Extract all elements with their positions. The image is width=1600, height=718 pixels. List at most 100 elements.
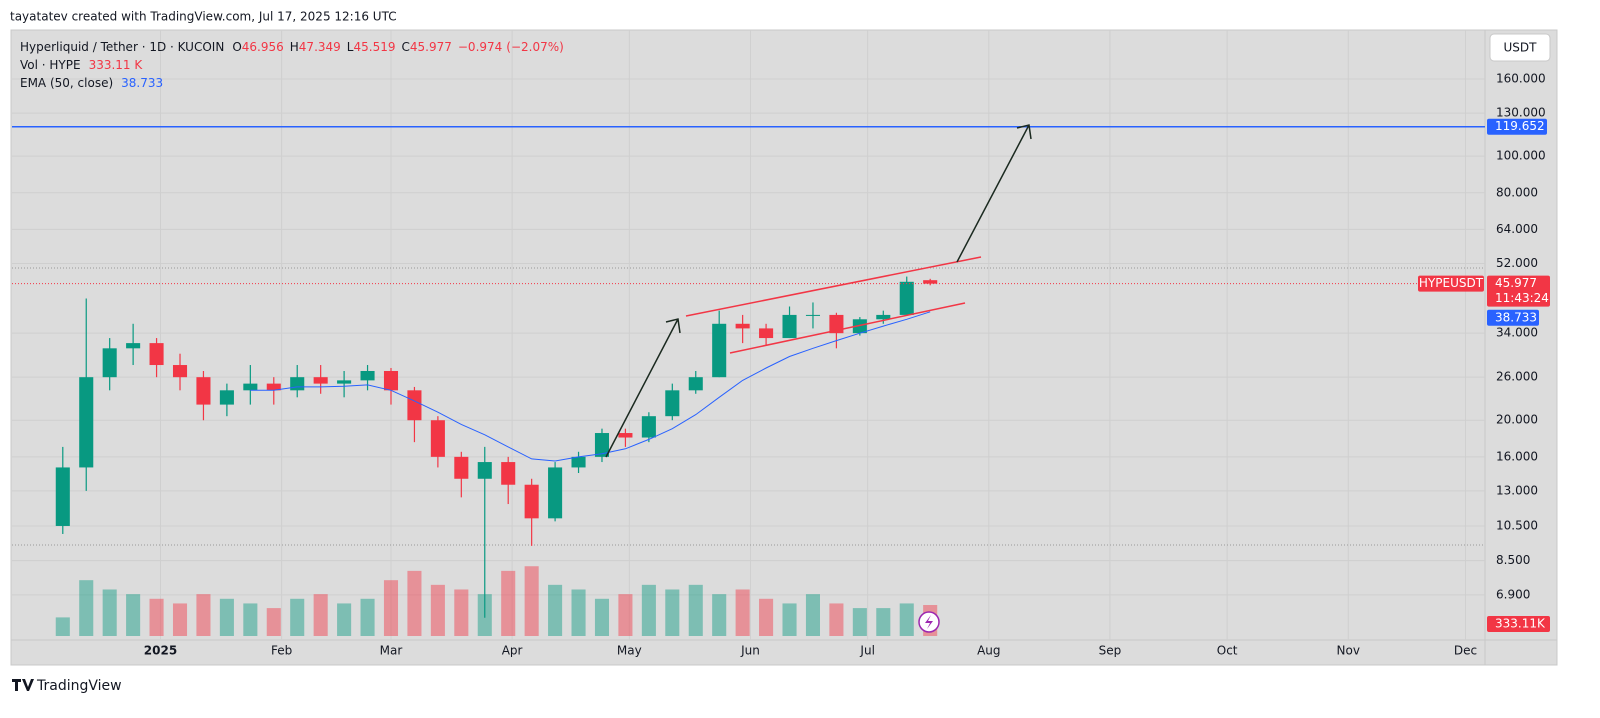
logo bbox=[12, 679, 34, 691]
volume-bar bbox=[196, 594, 211, 636]
y-tick-label: 34.000 bbox=[1496, 326, 1538, 340]
candle-body bbox=[383, 370, 399, 391]
volume-bar bbox=[219, 598, 234, 636]
y-tick-label: 26.000 bbox=[1496, 370, 1538, 384]
volume-bar bbox=[805, 594, 821, 636]
y-tick-label: 160.000 bbox=[1496, 72, 1546, 86]
candle-body bbox=[571, 456, 586, 468]
volume-layer bbox=[55, 566, 938, 636]
countdown: 11:43:24 bbox=[1495, 291, 1549, 305]
ohlc-value: 45.519 bbox=[353, 40, 395, 54]
volume-bar bbox=[313, 594, 328, 636]
volume-bar bbox=[571, 589, 586, 636]
candle-body bbox=[243, 383, 258, 391]
y-tick-label: 6.900 bbox=[1496, 587, 1530, 601]
volume-value: 333.11 K bbox=[89, 58, 144, 72]
volume-bar bbox=[829, 603, 844, 636]
volume-bar bbox=[782, 603, 797, 636]
candle-body bbox=[618, 433, 633, 438]
candle-body bbox=[501, 462, 516, 485]
axis-tags: 160.000 130.000 100.000 80.000 64.000 52.000 3… bbox=[144, 72, 1550, 658]
drawings bbox=[605, 124, 1032, 633]
currency-button[interactable] bbox=[1489, 33, 1551, 62]
volume-bar bbox=[688, 584, 703, 636]
candle-body bbox=[688, 377, 703, 391]
volume-bar bbox=[383, 580, 399, 636]
volume-bar bbox=[360, 598, 375, 636]
x-tick-label: Nov bbox=[1337, 644, 1360, 658]
volume-bar bbox=[102, 589, 117, 636]
volume-bar bbox=[501, 570, 516, 636]
x-tick-label: Feb bbox=[271, 644, 292, 658]
volume-bar bbox=[618, 594, 633, 636]
candle-body bbox=[337, 380, 352, 384]
target-tag bbox=[1487, 118, 1547, 135]
ema-tag-label: 38.733 bbox=[1495, 310, 1537, 324]
ohlc-letter: L bbox=[347, 40, 354, 54]
symbol-tag bbox=[1418, 275, 1484, 292]
candle-body bbox=[852, 319, 867, 334]
volume-bar bbox=[149, 598, 164, 636]
x-tick-label: Dec bbox=[1454, 644, 1477, 658]
arrow bbox=[956, 124, 1032, 263]
target-tag-label: 119.652 bbox=[1495, 119, 1545, 133]
ema-value: 38.733 bbox=[121, 76, 163, 90]
ohlc-value: 47.349 bbox=[299, 40, 341, 54]
x-tick-label: Jun bbox=[740, 644, 760, 658]
chart-panel bbox=[10, 29, 1558, 666]
candle-body bbox=[149, 343, 164, 366]
candle-body bbox=[805, 314, 821, 316]
candle-body bbox=[102, 348, 117, 378]
ema-name: EMA (50, close) bbox=[20, 76, 113, 90]
candle-body bbox=[782, 314, 797, 339]
ohlc-letter: C bbox=[401, 40, 409, 54]
alert-bolt bbox=[925, 615, 933, 629]
legend-line: Hyperliquid / Tether · 1D · KUCOIN O46.95… bbox=[20, 40, 564, 54]
volume-bar bbox=[126, 594, 141, 636]
volume-bar bbox=[454, 589, 469, 636]
volume-bar bbox=[79, 580, 94, 636]
volume-bar bbox=[55, 617, 70, 636]
candle-body bbox=[548, 467, 563, 519]
y-tick-label: 16.000 bbox=[1496, 449, 1538, 463]
volume-bar bbox=[712, 594, 727, 636]
volume-bar bbox=[876, 608, 891, 636]
candle-body bbox=[876, 314, 891, 320]
footer-brand: TradingView bbox=[36, 678, 122, 694]
ema-line bbox=[250, 311, 931, 462]
candle-body bbox=[430, 420, 445, 457]
candle-body bbox=[172, 365, 188, 378]
candle-body bbox=[79, 377, 94, 468]
price-tag-label: 45.977 bbox=[1495, 276, 1537, 290]
x-tick-label: 2025 bbox=[144, 644, 177, 658]
volume-bar bbox=[337, 603, 352, 636]
price-tag bbox=[1487, 275, 1550, 307]
volume-bar bbox=[594, 598, 610, 636]
volume-bar bbox=[641, 584, 656, 636]
volume-bar bbox=[290, 598, 305, 636]
x-tick-label: Sep bbox=[1099, 644, 1122, 658]
volume-bar bbox=[735, 589, 750, 636]
volume-bar bbox=[430, 584, 445, 636]
candle-body bbox=[829, 314, 844, 334]
candle-body bbox=[923, 280, 938, 284]
y-tick-label: 80.000 bbox=[1496, 185, 1538, 199]
candle-body bbox=[360, 370, 375, 381]
candle-body bbox=[524, 484, 539, 519]
candle-body bbox=[219, 390, 234, 405]
ohlc-value: 46.956 bbox=[242, 40, 284, 54]
y-tick-label: 10.500 bbox=[1496, 518, 1538, 532]
candle-body bbox=[407, 390, 422, 421]
x-tick-label: May bbox=[617, 644, 642, 658]
volume-bar bbox=[852, 608, 867, 636]
ema-legend: EMA (50, close) 38.733 bbox=[20, 76, 163, 90]
x-tick-label: Jul bbox=[859, 644, 874, 658]
price-layer bbox=[12, 125, 1485, 618]
ema-tag bbox=[1487, 309, 1539, 326]
channel-upper bbox=[685, 256, 982, 317]
volume-tag-label: 333.11K bbox=[1495, 617, 1546, 631]
candle-body bbox=[196, 377, 211, 405]
volume-bar bbox=[407, 570, 422, 636]
y-tick-label: 130.000 bbox=[1496, 106, 1546, 120]
